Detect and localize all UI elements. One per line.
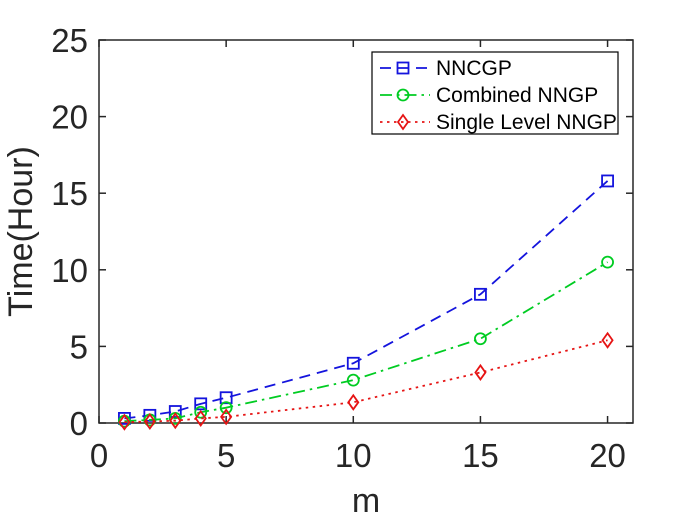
legend-label: Combined NNGP: [436, 84, 598, 107]
y-tick-label: 25: [51, 22, 88, 59]
circle-marker: [474, 332, 487, 346]
legend-label: NNCGP: [436, 57, 512, 80]
circle-marker: [601, 255, 614, 269]
diamond-marker: [143, 412, 156, 431]
series-line-nncgp: [124, 180, 609, 420]
y-tick-label: 15: [51, 175, 88, 212]
y-tick-label: 0: [70, 405, 88, 442]
diamond-marker: [601, 331, 614, 349]
x-axis-label: m: [352, 482, 380, 520]
circle-marker: [194, 405, 208, 419]
circle-marker: [219, 401, 233, 415]
x-tick-label: 5: [217, 437, 235, 474]
y-tick-label: 5: [70, 328, 88, 365]
diamond-marker: [118, 413, 131, 431]
square-marker: [219, 391, 233, 405]
square-marker: [474, 287, 487, 301]
x-tick-label: 0: [90, 437, 108, 474]
x-tick-label: 20: [589, 437, 626, 474]
diamond-marker: [474, 363, 487, 381]
y-tick-label: 10: [51, 252, 88, 289]
square-marker: [194, 397, 208, 411]
legend-diamond-marker: [396, 113, 410, 131]
square-marker: [168, 405, 182, 418]
x-tick-label: 15: [462, 437, 499, 474]
plot-box: [98, 39, 634, 424]
square-marker: [601, 174, 614, 188]
y-axis-label: Time(Hour): [2, 146, 40, 317]
legend-circle-marker: [396, 88, 410, 102]
y-tick-label: 20: [51, 99, 88, 136]
legend-square-marker: [396, 61, 410, 75]
diamond-marker: [194, 409, 207, 427]
diamond-marker: [347, 393, 360, 411]
legend-box: [371, 51, 619, 135]
circle-marker: [346, 373, 360, 387]
diamond-marker: [220, 408, 233, 426]
x-tick-label: 10: [335, 437, 372, 474]
legend-label: Single Level NNGP: [436, 111, 617, 134]
diamond-marker: [169, 412, 182, 430]
square-marker: [143, 408, 157, 422]
series-line-combined-nngp: [124, 261, 609, 423]
square-marker: [346, 356, 360, 370]
